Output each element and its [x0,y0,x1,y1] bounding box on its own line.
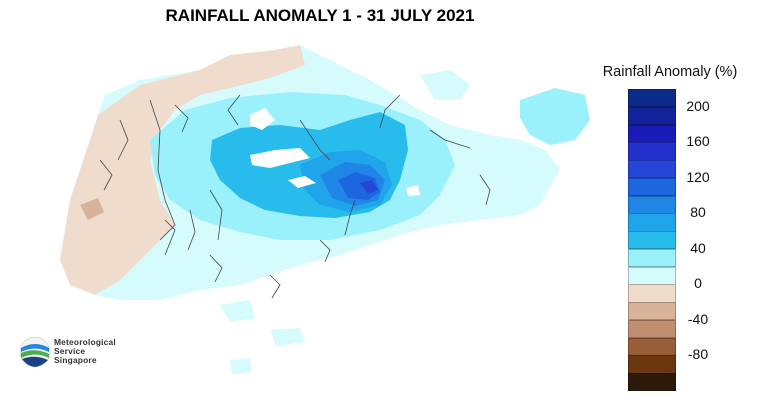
legend-title: Rainfall Anomaly (%) [602,64,738,80]
legend-swatch [628,124,676,143]
legend-swatch [628,284,676,303]
anomaly-core [360,180,378,194]
legend-swatch [628,248,676,268]
mss-logo: Meteorological Service Singapore [18,333,148,373]
offshore-island-north [420,70,470,100]
offshore-island-south [220,300,255,322]
legend-swatch [628,319,676,339]
logo-line-2: Service [54,346,86,356]
offshore-island-east [520,88,590,145]
legend-swatch [628,373,676,392]
legend-tick-label: 200 [686,97,710,114]
reservoir-3 [288,176,316,188]
offshore-island-south2 [270,328,305,346]
legend-swatch [628,266,676,285]
legend-tick-label: 80 [690,204,706,221]
legend-tick-label: -40 [687,310,709,327]
legend-swatch [628,302,676,321]
legend-swatch [628,213,676,232]
logo-line-1: Meteorological [54,337,116,347]
legend-swatch [628,355,676,374]
boundary-lines [99,94,491,299]
legend-tick-label: 120 [686,168,710,185]
offshore-island-west [230,358,252,374]
legend-color-bar [628,89,676,392]
logo-line-3: Singapore [54,355,97,365]
legend-swatch [628,195,676,214]
reservoir-2 [250,108,275,130]
dry-west-region [60,45,305,295]
mss-logo-icon [19,336,51,368]
reservoir-1 [250,148,310,168]
legend-swatch [628,89,676,108]
legend-tick-label: 0 [694,275,702,292]
legend-swatch [628,337,676,356]
reservoir-4 [406,185,420,196]
legend-tick-label: 160 [686,133,710,150]
legend-swatch [628,231,676,250]
legend-tick-label: 40 [690,239,706,256]
legend-swatch [628,106,676,125]
dry-west-darker [80,198,104,220]
legend-swatch [628,177,676,197]
legend-tick-label: -80 [687,346,709,363]
map-title: RAINFALL ANOMALY 1 - 31 JULY 2021 [165,6,475,25]
legend-swatch [628,142,676,161]
legend-swatch [628,160,676,179]
